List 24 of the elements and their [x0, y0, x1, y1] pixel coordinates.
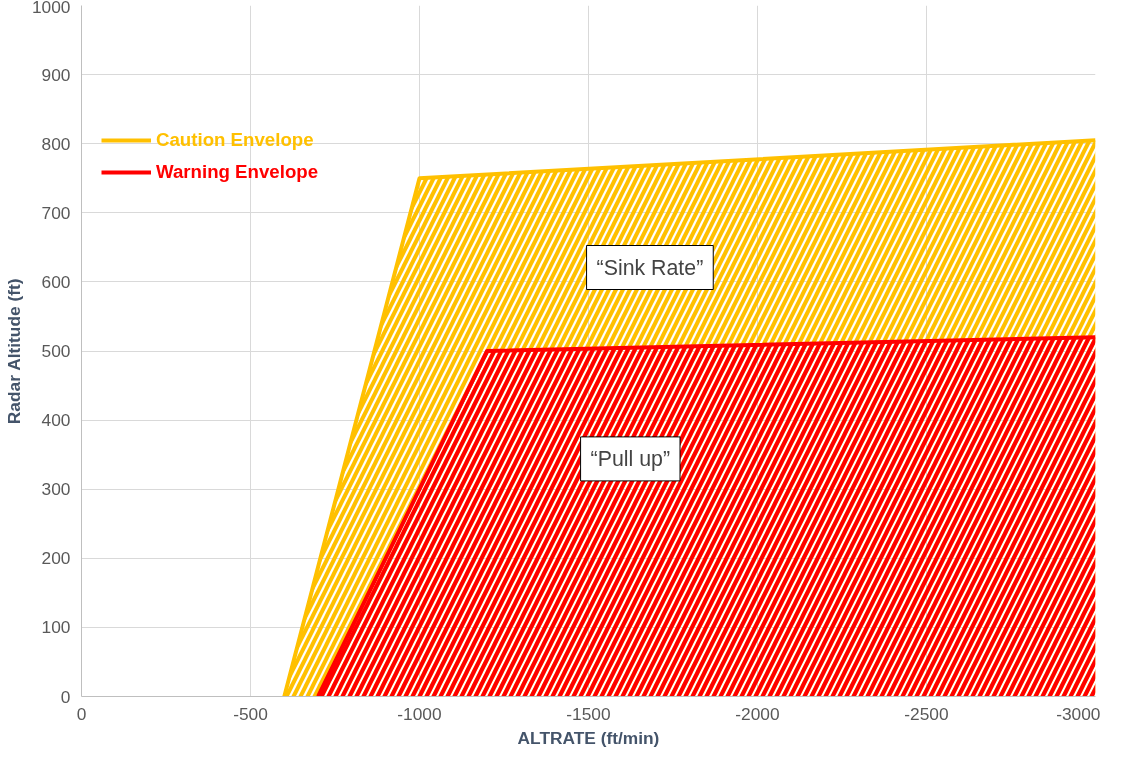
- y-tick-label: 600: [41, 271, 71, 292]
- x-tick-label: -2000: [735, 703, 780, 724]
- x-tick-label: 0: [76, 703, 87, 724]
- y-tick-label: 400: [41, 410, 71, 431]
- x-axis-title: ALTRATE (ft/min): [517, 727, 660, 748]
- annotation: “Pull up”: [590, 446, 671, 471]
- y-tick-label: 0: [60, 686, 71, 707]
- x-tick-label: -1000: [397, 703, 442, 724]
- x-tick-label: -500: [233, 703, 268, 724]
- y-tick-label: 500: [41, 341, 71, 361]
- legend-label: Warning Envelope: [156, 161, 319, 183]
- legend-label: Caution Envelope: [156, 129, 314, 151]
- y-tick-label: 900: [41, 64, 71, 85]
- x-tick-label: -2500: [904, 703, 949, 724]
- y-axis-title: Radar Altitude (ft): [3, 278, 24, 425]
- y-tick-label: 100: [41, 617, 71, 638]
- y-tick-label: 1000: [31, 0, 71, 17]
- y-tick-label: 800: [41, 133, 71, 154]
- annotation: “Sink Rate”: [596, 255, 704, 280]
- y-tick-label: 300: [41, 479, 71, 500]
- y-tick-label: 200: [41, 548, 71, 569]
- x-tick-label: -3000: [1056, 703, 1101, 724]
- x-tick-label: -1500: [566, 703, 611, 724]
- y-tick-label: 700: [41, 202, 71, 223]
